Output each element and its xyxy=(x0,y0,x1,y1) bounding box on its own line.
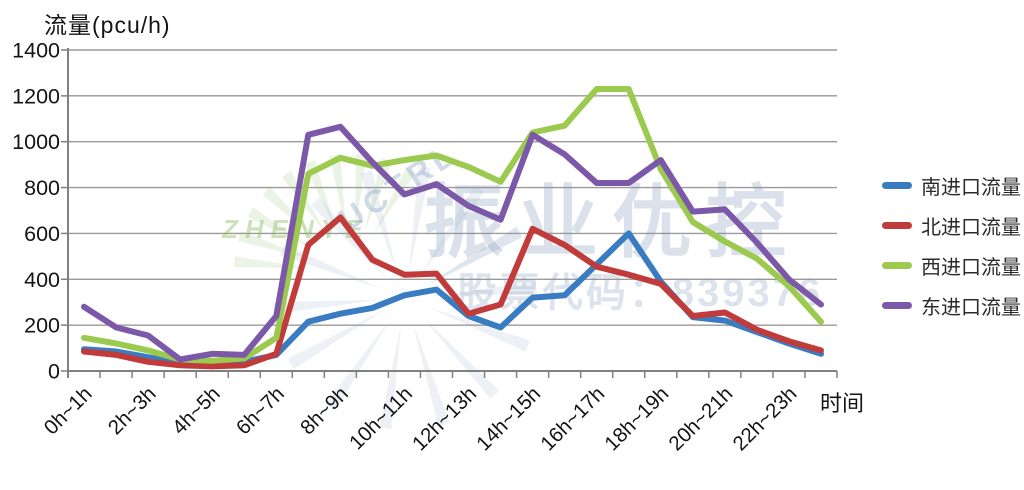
x-tick-label: 6h~7h xyxy=(232,382,289,439)
y-tick-label: 1000 xyxy=(12,130,60,154)
legend-label-north: 北进口流量 xyxy=(921,216,1021,239)
watermark-ray xyxy=(325,319,391,411)
y-tick-label: 800 xyxy=(24,176,60,200)
series-line-3 xyxy=(81,123,824,363)
x-tick-label: 14h~15h xyxy=(472,382,545,455)
x-tick-label: 4h~5h xyxy=(168,382,225,439)
legend-label-south: 南进口流量 xyxy=(921,176,1021,199)
watermark-ray xyxy=(360,170,398,274)
y-tick-label: 200 xyxy=(24,314,60,338)
series-line-2 xyxy=(81,86,824,364)
legend-item-east: 东进口流量 xyxy=(882,285,1021,325)
legend-label-west: 西进口流量 xyxy=(921,256,1021,279)
watermark-ray xyxy=(427,226,523,285)
legend-swatch-south xyxy=(882,181,912,189)
x-tick-label: 22h~23h xyxy=(728,382,801,455)
y-axis-title: 流量(pcu/h) xyxy=(44,12,171,38)
legend-swatch-north xyxy=(882,221,912,229)
watermark-ray xyxy=(287,311,383,370)
watermark-main-text: 振业优控 xyxy=(424,178,800,267)
x-tick-label: 12h~13h xyxy=(408,382,481,455)
legend-label-east: 东进口流量 xyxy=(921,296,1021,319)
watermark-ray xyxy=(304,160,337,233)
legend-swatch-west xyxy=(882,261,912,269)
legend-item-north: 北进口流量 xyxy=(882,205,1021,245)
watermark-ray xyxy=(408,166,431,273)
watermark-ray xyxy=(247,207,316,251)
watermark-ray xyxy=(373,167,416,236)
series-line-1 xyxy=(81,214,824,370)
watermark-ray xyxy=(429,307,530,352)
watermark-ray xyxy=(427,226,523,285)
y-tick-label: 600 xyxy=(24,222,60,246)
x-tick-label: 0h~1h xyxy=(40,382,97,439)
legend-item-west: 西进口流量 xyxy=(882,245,1021,285)
watermark-ray xyxy=(379,323,402,430)
watermark-ray xyxy=(329,154,346,231)
y-tick-label: 400 xyxy=(24,268,60,292)
x-tick-label: 8h~9h xyxy=(296,382,353,439)
x-tick-label: 18h~19h xyxy=(600,382,673,455)
x-tick-label: 2h~3h xyxy=(104,382,161,439)
legend: 南进口流量 北进口流量 西进口流量 东进口流量 xyxy=(882,165,1021,325)
x-tick-label: 16h~17h xyxy=(536,382,609,455)
watermark-ray xyxy=(412,322,450,426)
watermark-ray xyxy=(355,154,367,231)
x-tick-label: 10h~11h xyxy=(345,382,417,454)
watermark-ray xyxy=(273,299,380,314)
legend-item-south: 南进口流量 xyxy=(882,165,1021,205)
x-tick-label: 20h~21h xyxy=(664,382,737,455)
legend-swatch-east xyxy=(882,301,912,309)
y-tick-label: 1400 xyxy=(12,39,60,63)
x-axis-title: 时间 xyxy=(820,391,865,416)
watermark-ray xyxy=(422,317,500,399)
y-tick-label: 0 xyxy=(48,360,60,384)
y-tick-label: 1200 xyxy=(12,84,60,108)
